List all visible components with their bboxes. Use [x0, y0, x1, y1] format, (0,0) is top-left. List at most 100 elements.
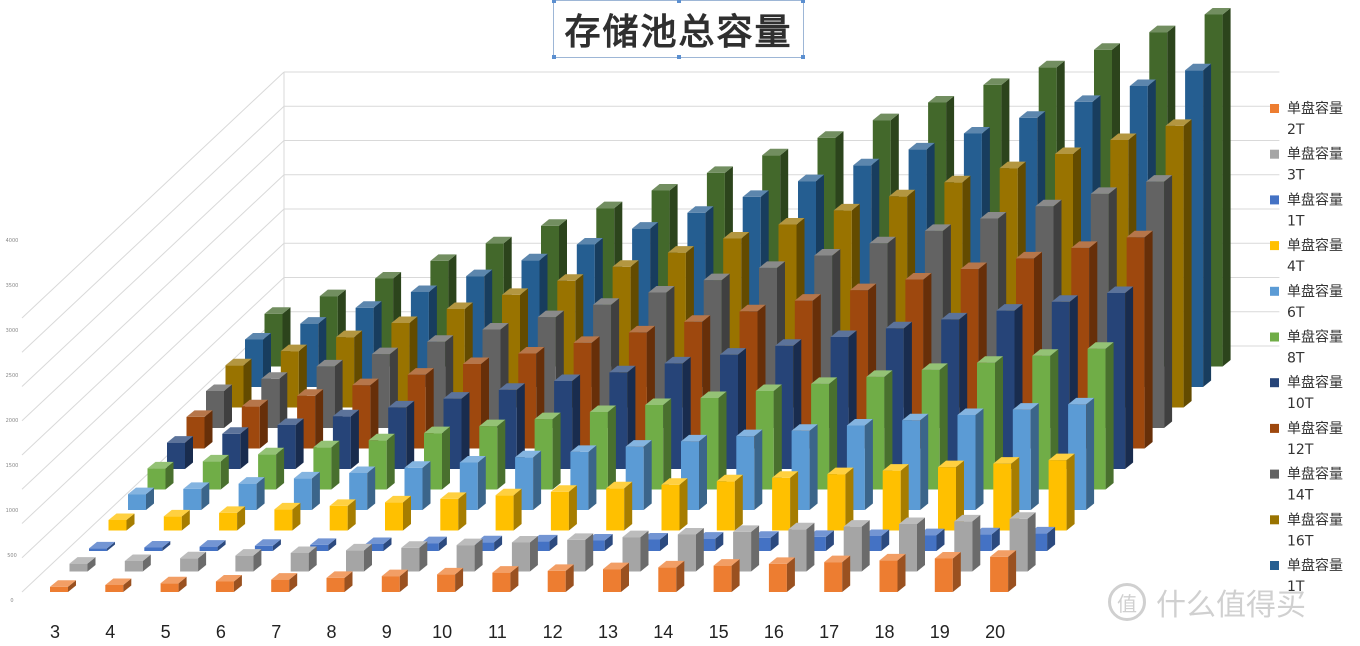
bar	[180, 551, 207, 572]
bar-top-face	[1068, 397, 1095, 405]
bar-top-face	[163, 509, 190, 517]
bar-side-face	[331, 440, 340, 490]
selection-handle[interactable]	[677, 0, 681, 3]
bar-top-face	[375, 272, 402, 279]
bar-front-face	[772, 477, 791, 531]
legend-swatch	[1270, 286, 1279, 296]
bar	[186, 410, 213, 449]
bar-top-face	[183, 482, 210, 489]
bar	[183, 482, 210, 510]
bar-top-face	[742, 190, 769, 197]
bar-top-face	[222, 427, 249, 434]
bar-front-face	[89, 548, 107, 551]
bar-top-face	[778, 217, 805, 225]
selection-handle[interactable]	[801, 55, 805, 59]
bar-side-face	[731, 559, 740, 592]
bar-top-face	[794, 294, 821, 301]
bar-top-face	[401, 541, 428, 548]
selection-handle[interactable]	[801, 0, 805, 3]
legend-swatch	[1270, 332, 1279, 342]
legend-label: 1T	[1287, 213, 1305, 229]
bar-top-face	[684, 315, 711, 322]
bar-top-face	[622, 530, 649, 538]
bar-side-face	[386, 433, 395, 490]
legend-label: 14T	[1287, 488, 1314, 504]
bar-top-face	[167, 436, 193, 443]
bar	[50, 580, 76, 592]
bar-top-face	[1009, 512, 1036, 519]
bar-top-face	[889, 189, 916, 197]
legend-label: 16T	[1287, 533, 1314, 549]
chart-title: 存储池总容量	[564, 12, 793, 53]
bar-top-face	[625, 440, 652, 447]
legend-swatch	[1270, 149, 1279, 159]
bar-side-face	[162, 540, 171, 551]
bar-side-face	[276, 447, 285, 490]
bar-top-face	[628, 325, 655, 333]
bar	[215, 574, 242, 592]
bar-top-face	[424, 426, 450, 434]
bar-side-face	[364, 543, 372, 572]
bar-top-face	[407, 368, 434, 375]
legend-label: 6T	[1287, 305, 1305, 321]
bar-front-face	[713, 565, 732, 592]
bar	[882, 464, 909, 531]
bar	[677, 528, 704, 572]
bar-top-face	[254, 539, 281, 546]
bar-side-face	[438, 536, 447, 551]
bar-top-face	[381, 569, 408, 577]
bar-side-face	[1164, 175, 1173, 428]
bar-top-face	[346, 543, 372, 551]
bar-top-face	[446, 302, 473, 309]
bar	[160, 576, 187, 592]
bar-top-face	[1032, 349, 1059, 356]
bar-top-face	[128, 487, 154, 495]
bar-top-face	[885, 321, 912, 329]
bar-side-face	[406, 400, 415, 469]
bar-side-face	[588, 445, 597, 510]
selection-handle[interactable]	[552, 55, 556, 59]
x-tick-label: 8	[326, 622, 336, 642]
bar-top-face	[905, 273, 932, 280]
bar-top-face	[830, 330, 857, 337]
legend-entry: 单盘容量 1T	[1270, 557, 1343, 595]
legend-entry: 单盘容量 3T	[1270, 146, 1343, 184]
selection-handle[interactable]	[677, 55, 681, 59]
bar-front-face	[238, 483, 257, 510]
bar	[681, 434, 707, 510]
bar-top-face	[547, 564, 574, 571]
bar-top-face	[326, 571, 353, 578]
bar-side-face	[1008, 550, 1017, 592]
x-tick-label: 14	[653, 622, 673, 642]
brand-logo-icon: 值	[1108, 583, 1146, 621]
bar-top-face	[1110, 133, 1137, 140]
bar-top-face	[882, 464, 909, 471]
x-tick-label: 11	[488, 622, 507, 642]
legend-label: 单盘容量	[1287, 146, 1343, 163]
bar-top-face	[297, 389, 324, 396]
bar-side-face	[516, 383, 525, 469]
bar-top-face	[980, 212, 1007, 219]
bar-side-face	[107, 541, 115, 551]
bar-top-face	[706, 166, 733, 173]
bar	[938, 460, 964, 531]
bar-top-face	[902, 413, 929, 421]
bar-top-face	[1071, 241, 1098, 248]
side-wall-gridline	[21, 277, 285, 524]
bar-top-face	[589, 405, 616, 413]
bar-top-face	[944, 175, 971, 183]
legend-label: 10T	[1287, 396, 1314, 412]
x-tick-label: 17	[819, 622, 839, 642]
selection-handle[interactable]	[552, 0, 556, 3]
bar-top-face	[938, 460, 964, 468]
bar	[456, 538, 483, 572]
bar-top-face	[225, 358, 252, 366]
x-tick-label: 16	[764, 622, 784, 642]
bar-front-face	[550, 491, 569, 531]
bar-side-face	[975, 408, 984, 510]
bar-top-face	[700, 391, 727, 398]
bar-top-face	[1055, 147, 1081, 155]
bar-top-face	[180, 551, 207, 559]
bar-side-face	[1047, 526, 1056, 551]
chart-title-box[interactable]: 存储池总容量	[552, 0, 805, 59]
